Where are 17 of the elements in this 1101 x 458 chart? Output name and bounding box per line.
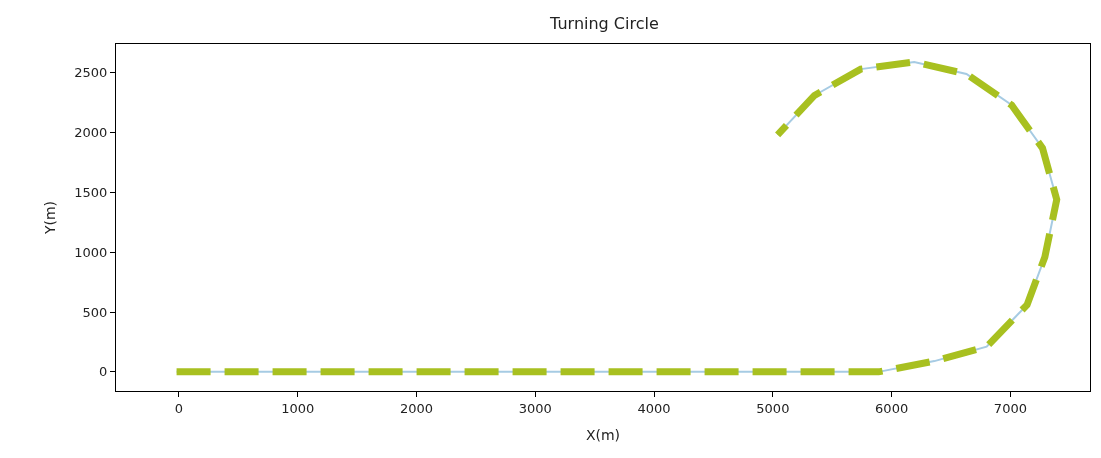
- x-tick-label: 4000: [637, 400, 671, 416]
- x-tick-label: 6000: [875, 400, 909, 416]
- chart-title: Turning Circle: [549, 13, 659, 33]
- x-tick-label: 1000: [281, 400, 315, 416]
- y-axis-title: Y(m): [41, 200, 58, 236]
- x-tick-label: 3000: [518, 400, 552, 416]
- x-axis-title: X(m): [585, 426, 621, 443]
- y-tick-label: 1500: [74, 184, 108, 200]
- y-tick-label: 500: [82, 304, 108, 320]
- x-tick-label: 5000: [756, 400, 790, 416]
- y-tick-label: 1000: [74, 244, 108, 260]
- y-tick-label: 2000: [74, 125, 108, 141]
- x-tick-label: 7000: [993, 400, 1027, 416]
- y-tick-label: 2500: [74, 65, 108, 81]
- x-tick-label: 2000: [399, 400, 434, 416]
- y-tick-label: 0: [99, 364, 108, 380]
- x-tick-label: 0: [174, 400, 184, 416]
